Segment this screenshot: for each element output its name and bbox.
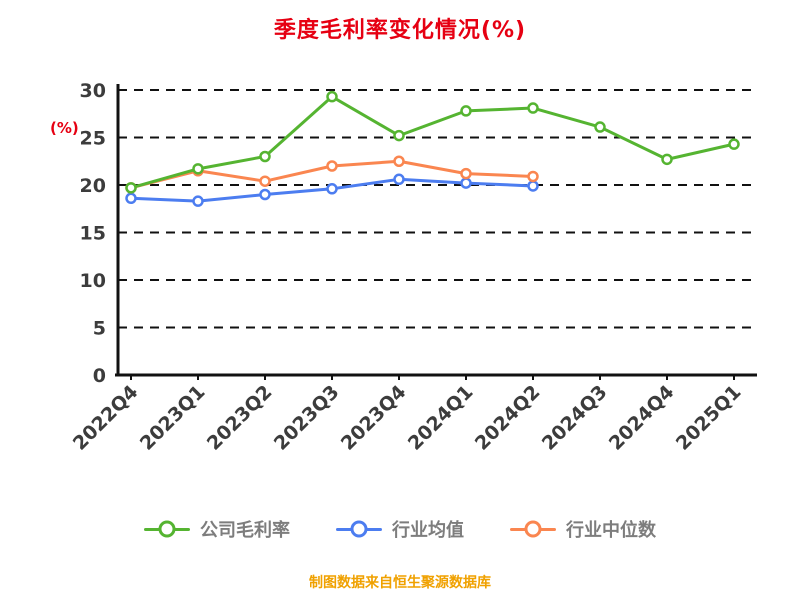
svg-text:2023Q1: 2023Q1 xyxy=(136,381,210,455)
y-axis-label: (%) xyxy=(50,119,79,137)
legend-item-industry-mean: 行业均值 xyxy=(336,516,464,542)
legend-item-industry-median: 行业中位数 xyxy=(510,516,656,542)
legend-item-company-gross-margin: 公司毛利率 xyxy=(144,516,290,542)
legend-marker-blue xyxy=(336,520,382,538)
svg-text:2023Q4: 2023Q4 xyxy=(337,381,411,455)
svg-text:2025Q1: 2025Q1 xyxy=(672,381,746,455)
svg-text:20: 20 xyxy=(80,175,106,197)
svg-text:15: 15 xyxy=(80,223,106,245)
svg-text:2024Q4: 2024Q4 xyxy=(605,381,679,455)
svg-text:2024Q1: 2024Q1 xyxy=(404,381,478,455)
svg-text:2024Q3: 2024Q3 xyxy=(538,381,612,455)
svg-text:2023Q2: 2023Q2 xyxy=(203,381,277,455)
legend-label: 行业均值 xyxy=(392,520,464,541)
svg-text:25: 25 xyxy=(80,128,106,150)
svg-text:2024Q2: 2024Q2 xyxy=(471,381,545,455)
chart-title: 季度毛利率变化情况(%) xyxy=(273,18,527,43)
legend-label: 行业中位数 xyxy=(566,520,656,541)
legend-marker-orange xyxy=(510,520,556,538)
legend-label: 公司毛利率 xyxy=(200,520,290,541)
svg-text:5: 5 xyxy=(93,318,106,340)
svg-text:2022Q4: 2022Q4 xyxy=(69,381,143,455)
svg-text:10: 10 xyxy=(80,270,106,292)
legend: 公司毛利率 行业均值 行业中位数 xyxy=(0,516,800,542)
data-source-note: 制图数据来自恒生聚源数据库 xyxy=(309,575,491,591)
legend-marker-green xyxy=(144,520,190,538)
svg-text:0: 0 xyxy=(93,365,106,387)
svg-text:2023Q3: 2023Q3 xyxy=(270,381,344,455)
svg-text:30: 30 xyxy=(80,80,106,102)
